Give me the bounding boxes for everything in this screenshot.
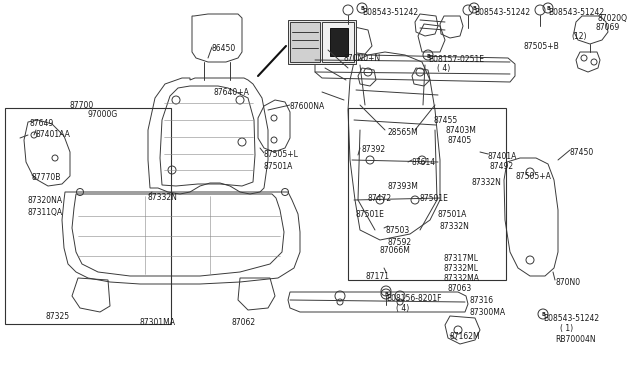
Text: 87492: 87492 [490,162,514,171]
Text: B: B [541,312,545,317]
Text: 87020Q: 87020Q [598,14,628,23]
Text: (12): (12) [571,32,586,41]
Bar [330,28,348,56]
Text: 87401AA: 87401AA [36,130,71,139]
Text: 87592: 87592 [388,238,412,247]
Text: B: B [360,6,364,12]
Text: 87614: 87614 [412,158,436,167]
Text: B: B [384,292,388,298]
Text: 87403M: 87403M [446,126,477,135]
Text: 87062: 87062 [232,318,256,327]
Text: 87171: 87171 [366,272,390,281]
Text: 87401A: 87401A [488,152,517,161]
Text: B: B [546,6,550,12]
Text: B08543-51242: B08543-51242 [362,8,418,17]
Bar [348,108,506,280]
Text: 87501A: 87501A [264,162,293,171]
Text: 87332N: 87332N [148,193,178,202]
Text: 87405: 87405 [448,136,472,145]
Text: 87450: 87450 [570,148,595,157]
Text: RB70004N: RB70004N [555,335,596,344]
Text: 87066M: 87066M [380,246,411,255]
Text: 87316: 87316 [470,296,494,305]
Text: 87640+A: 87640+A [214,88,250,97]
Text: 87063: 87063 [448,284,472,293]
Text: 87472: 87472 [368,194,392,203]
Text: 87455: 87455 [434,116,458,125]
Text: ( 4): ( 4) [437,64,451,73]
Bar [5,108,171,324]
Bar [288,20,356,64]
Text: 87505+A: 87505+A [515,172,551,181]
Text: B08543-51242: B08543-51242 [474,8,530,17]
Text: 87069: 87069 [596,23,620,32]
Text: 87301MA: 87301MA [140,318,176,327]
Text: 87501E: 87501E [420,194,449,203]
Text: ( 1): ( 1) [560,324,573,333]
Text: 87501E: 87501E [356,210,385,219]
Bar [322,22,354,62]
Text: 87505+L: 87505+L [264,150,299,159]
Text: B08543-51242: B08543-51242 [543,314,599,323]
Text: B: B [472,6,476,12]
Text: 86450: 86450 [212,44,236,53]
Text: 870N0+N: 870N0+N [344,54,381,63]
Bar [290,22,320,62]
Text: B08156-8201F: B08156-8201F [386,294,442,303]
Text: 87505+B: 87505+B [524,42,560,51]
Text: 87393M: 87393M [388,182,419,191]
Text: B: B [426,54,430,58]
Text: 87332N: 87332N [472,178,502,187]
Text: 87649: 87649 [30,119,54,128]
Text: 87770B: 87770B [32,173,61,182]
Text: 87600NA: 87600NA [290,102,325,111]
Text: 28565M: 28565M [388,128,419,137]
Text: 87325: 87325 [46,312,70,321]
Text: 870N0: 870N0 [555,278,580,287]
Text: 87320NA: 87320NA [28,196,63,205]
Text: 97000G: 97000G [88,110,118,119]
Text: 87332ML: 87332ML [444,264,479,273]
Text: 87392: 87392 [362,145,386,154]
Text: 87317ML: 87317ML [444,254,479,263]
Text: 87501A: 87501A [438,210,467,219]
Text: 87332N: 87332N [440,222,470,231]
Text: B08157-0251E: B08157-0251E [428,55,484,64]
Text: 87700: 87700 [70,101,94,110]
Text: B08543-51242: B08543-51242 [548,8,604,17]
Text: 87311QA: 87311QA [28,208,63,217]
Text: 87300MA: 87300MA [470,308,506,317]
Text: 87162M: 87162M [450,332,481,341]
Text: ( 4): ( 4) [396,304,409,313]
Text: 87332MA: 87332MA [444,274,480,283]
Text: 87503: 87503 [386,226,410,235]
